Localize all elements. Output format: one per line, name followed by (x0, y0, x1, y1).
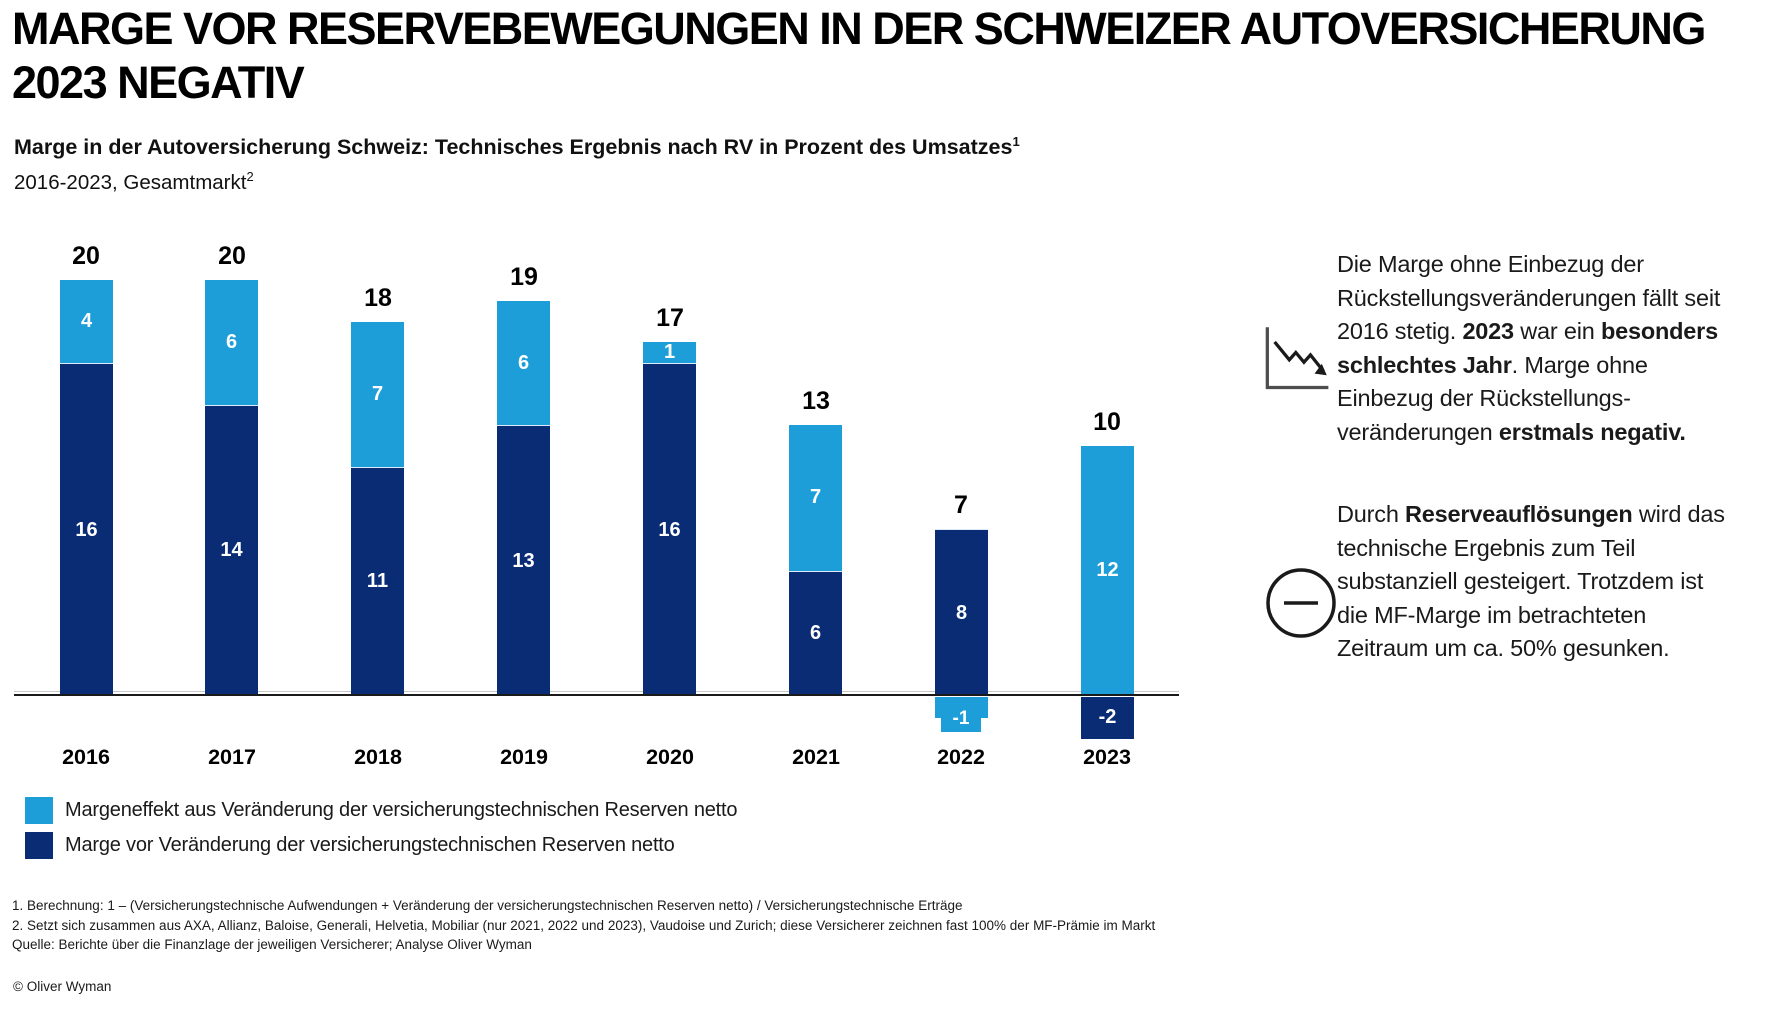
legend-label: Margeneffekt aus Veränderung der versich… (65, 799, 738, 821)
bar-total-label: 13 (802, 387, 830, 415)
x-axis-label: 2020 (646, 745, 694, 769)
insight-bold-text: besonders schlechtes Jahr (1337, 318, 1718, 378)
bar-segment-base: 16 (60, 363, 113, 696)
insight-text-run: war ein (1513, 318, 1601, 344)
bar-segment-base-negative: -2 (1081, 697, 1134, 739)
x-axis-label: 2023 (1083, 745, 1131, 769)
bar-segment-reserve: 12 (1081, 446, 1134, 695)
bar-segment-reserve: 6 (205, 280, 258, 405)
insight-text-margin-trend: Die Marge ohne Einbezug der Rückstellung… (1337, 248, 1737, 449)
legend-swatch-reserve (25, 797, 53, 824)
bar-value-label-negative: -1 (941, 705, 981, 732)
bar-segment-base: 14 (205, 404, 258, 696)
copyright: © Oliver Wyman (13, 979, 112, 994)
bar-segment-base: 13 (497, 425, 550, 696)
x-axis-label: 2022 (937, 745, 985, 769)
chart-subtitle: 2016-2023, Gesamtmarkt2 (14, 169, 254, 195)
insight-bold-text: 2023 (1462, 318, 1514, 344)
bar-segment-base: 16 (643, 363, 696, 696)
page-title: MARGE VOR RESERVEBEWEGUNGEN IN DER SCHWE… (12, 3, 1706, 108)
minus-circle-icon (1262, 564, 1340, 642)
legend-swatch-base (25, 832, 53, 859)
bar-total-label: 10 (1093, 408, 1121, 436)
footnote-source: Quelle: Berichte über die Finanzlage der… (12, 937, 532, 952)
bar-segment-reserve: 7 (351, 321, 404, 467)
bar-segment-base: 8 (935, 529, 988, 696)
bar-total-label: 20 (218, 242, 246, 270)
chart-subtitle-text: 2016-2023, Gesamtmarkt (14, 170, 247, 194)
bar-total-label: 18 (364, 284, 392, 312)
footnote-2: 2. Setzt sich zusammen aus AXA, Allianz,… (12, 917, 1156, 933)
legend-item: Marge vor Veränderung der versicherungst… (25, 832, 675, 859)
bar-segment-reserve: 4 (60, 280, 113, 363)
insight-bold-text: Reserveauflösungen (1405, 501, 1633, 527)
chart-title-footnote-ref: 1 (1012, 134, 1020, 149)
chart-title-text: Marge in der Autoversicherung Schweiz: T… (14, 135, 1013, 160)
x-axis-label: 2016 (62, 745, 110, 769)
insight-bold-text: erstmals negativ. (1498, 418, 1686, 445)
insight-text-run: wird das technische Ergebnis zum Teil su… (1337, 501, 1725, 661)
bar-total-label: 7 (954, 491, 968, 519)
declining-chart-icon (1258, 324, 1332, 394)
bar-segment-reserve: 1 (643, 341, 696, 363)
chart-subtitle-footnote-ref: 2 (246, 169, 254, 184)
bar-total-label: 17 (656, 304, 684, 332)
x-axis-label: 2018 (354, 745, 402, 769)
x-axis-line (14, 694, 1179, 696)
x-axis-label: 2019 (500, 745, 548, 769)
chart-title: Marge in der Autoversicherung Schweiz: T… (14, 134, 1020, 160)
bar-total-label: 19 (510, 263, 538, 291)
x-axis-label: 2021 (792, 745, 840, 769)
bar-segment-base: 11 (351, 466, 404, 696)
insight-text-run: . Marge ohne Einbezug der Rückstellungs-… (1337, 351, 1648, 445)
legend-label: Marge vor Veränderung der versicherungst… (65, 834, 675, 856)
bar-segment-reserve: 7 (789, 425, 842, 571)
bar-segment-reserve: 6 (497, 300, 550, 426)
legend-item: Margeneffekt aus Veränderung der versich… (25, 797, 738, 824)
footnote-1: 1. Berechnung: 1 – (Versicherungstechnis… (12, 898, 963, 913)
footnotes: 1. Berechnung: 1 – (Versicherungstechnis… (12, 896, 1532, 955)
x-axis-label: 2017 (208, 745, 256, 769)
bar-segment-base: 6 (789, 570, 842, 696)
insight-text-reserve-releases: Durch Reserveauflösungen wird das techni… (1337, 498, 1737, 666)
insight-text-run: Durch (1337, 501, 1406, 527)
bar-total-label: 20 (72, 242, 100, 270)
insight-text-run: Die Marge ohne Einbezug der Rückstellung… (1337, 251, 1721, 344)
zero-gridline (14, 691, 1179, 692)
